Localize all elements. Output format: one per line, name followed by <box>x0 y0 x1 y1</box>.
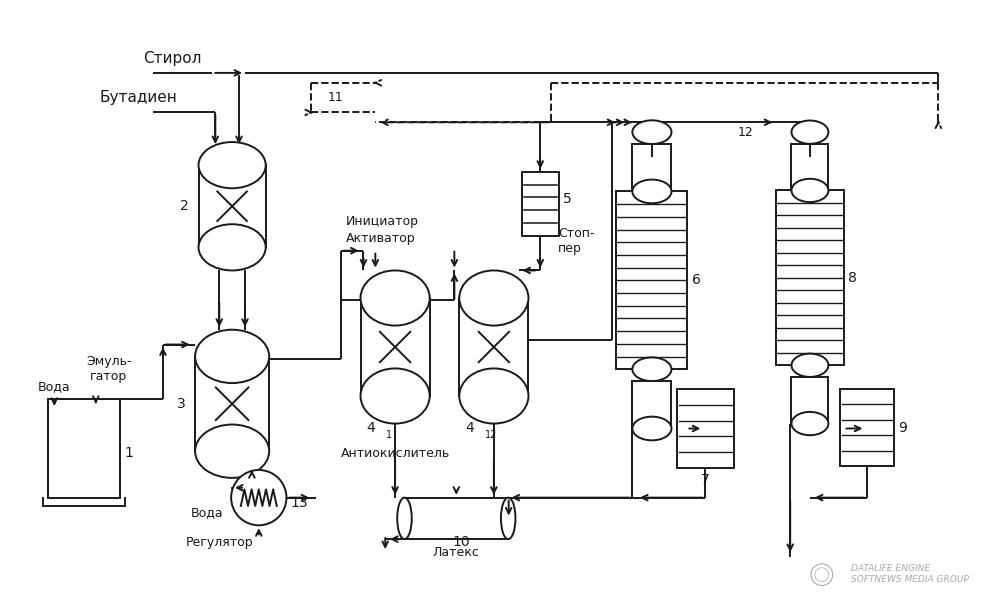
Bar <box>632 144 671 192</box>
Text: Латекс: Латекс <box>433 546 480 559</box>
Ellipse shape <box>792 412 829 435</box>
Text: Стоп-
пер: Стоп- пер <box>558 227 595 255</box>
Ellipse shape <box>361 368 429 424</box>
Text: Антиокислитель: Антиокислитель <box>341 447 450 460</box>
Text: 9: 9 <box>898 421 907 435</box>
Bar <box>776 190 844 365</box>
Bar <box>361 298 429 396</box>
Bar <box>49 399 120 497</box>
Bar <box>404 497 508 539</box>
Text: 5: 5 <box>563 192 572 206</box>
Ellipse shape <box>459 368 529 424</box>
Ellipse shape <box>459 270 529 325</box>
Ellipse shape <box>501 497 516 539</box>
Text: Вода: Вода <box>38 381 71 394</box>
Bar <box>459 298 529 396</box>
Text: Инициатор: Инициатор <box>346 214 418 228</box>
Bar <box>195 356 269 451</box>
Text: 12: 12 <box>738 126 754 139</box>
Text: 2: 2 <box>180 200 188 213</box>
Ellipse shape <box>632 179 671 203</box>
Ellipse shape <box>632 357 671 381</box>
Text: 8: 8 <box>849 271 858 285</box>
Text: Бутадиен: Бутадиен <box>100 90 177 105</box>
Bar <box>676 389 734 468</box>
Bar <box>792 377 829 424</box>
Text: Вода: Вода <box>191 506 224 519</box>
Text: 12: 12 <box>485 430 497 440</box>
Text: Активатор: Активатор <box>346 232 415 246</box>
Text: 4: 4 <box>367 421 375 435</box>
Bar <box>617 192 687 369</box>
Text: 13: 13 <box>291 495 308 510</box>
Ellipse shape <box>792 354 829 377</box>
Text: 11: 11 <box>328 91 344 104</box>
Text: 1: 1 <box>386 430 392 440</box>
Text: 6: 6 <box>692 273 701 287</box>
Text: 7: 7 <box>701 473 709 487</box>
Bar <box>792 144 829 190</box>
Bar <box>522 172 559 236</box>
Text: 10: 10 <box>452 535 470 549</box>
Text: SOFTNEWS MEDIA GROUP: SOFTNEWS MEDIA GROUP <box>852 575 969 584</box>
Text: 4: 4 <box>465 421 474 435</box>
Ellipse shape <box>632 417 671 440</box>
Ellipse shape <box>198 224 266 270</box>
Ellipse shape <box>195 330 269 383</box>
Bar <box>632 381 671 429</box>
Bar <box>840 389 894 466</box>
Ellipse shape <box>792 120 829 144</box>
Text: 1: 1 <box>124 446 133 460</box>
Text: Стирол: Стирол <box>143 50 202 66</box>
Bar <box>198 165 266 247</box>
Ellipse shape <box>397 497 411 539</box>
Ellipse shape <box>361 270 429 325</box>
Text: Эмуль-
гатор: Эмуль- гатор <box>86 356 131 383</box>
Text: 3: 3 <box>176 397 185 411</box>
Text: Регулятор: Регулятор <box>185 535 253 548</box>
Ellipse shape <box>198 142 266 188</box>
Circle shape <box>231 470 287 526</box>
Ellipse shape <box>792 179 829 202</box>
Text: DATALIFE ENGINE: DATALIFE ENGINE <box>852 564 930 573</box>
Ellipse shape <box>195 424 269 478</box>
Ellipse shape <box>632 120 671 144</box>
